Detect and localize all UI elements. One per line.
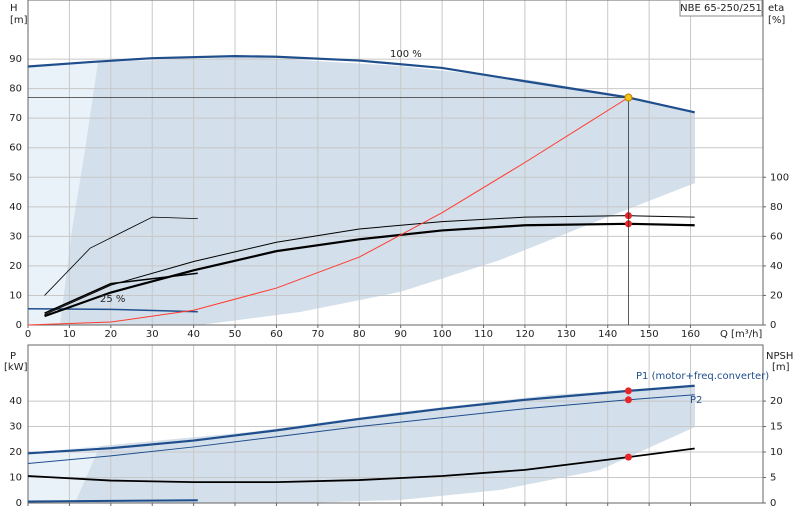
curve [27,384,695,455]
y2-unit: [m] [772,362,790,373]
x-tick-label: 140 [598,329,617,340]
model-name: NBE 65-250/251 [680,3,762,14]
y-tick-label: 80 [9,84,22,95]
x-tick-label: 30 [146,329,159,340]
y-tick-label: 70 [9,113,22,124]
x-tick-label: 20 [104,329,117,340]
curve [44,222,695,318]
x-tick-label: 160 [681,329,700,340]
curve [44,215,695,316]
curve [27,97,629,326]
x-tick-label: 100 [433,329,452,340]
y-tick-label: 0 [16,320,22,331]
curve [44,272,198,314]
x-tick-label: 50 [229,329,242,340]
curve [27,499,198,503]
x-tick-label: 70 [311,329,324,340]
model-box [679,0,763,17]
y-tick-label: 90 [9,54,22,65]
operating-range [28,57,695,503]
x-tick-label: 0 [25,329,31,340]
y-unit: [m] [10,15,28,26]
curve [27,55,695,114]
point [624,453,632,461]
x-tick-label: 120 [515,329,534,340]
curve-label: P1 (motor+freq.converter) [636,371,769,382]
y-tick-label: 50 [9,172,22,183]
y-tick-label: 20 [9,261,22,272]
y2-unit: [%] [768,15,785,26]
y-tick-label: 10 [9,473,22,484]
y2-tick-label: 20 [770,290,783,301]
y2-tick-label: 15 [770,422,783,433]
plot-frame [27,344,764,504]
x-tick-label: 130 [557,329,576,340]
point [624,387,632,395]
x-tick-label: 40 [187,329,200,340]
y2-tick-label: 0 [770,320,776,331]
y-unit: [kW] [4,362,28,373]
x-label: Q [m³/h] [720,329,762,340]
y2-tick-label: 60 [770,231,783,242]
x-tick-label: 110 [474,329,493,340]
y-tick-label: 30 [9,231,22,242]
x-tick-label: 60 [270,329,283,340]
x-tick-label: 90 [394,329,407,340]
y2-tick-label: 0 [770,498,776,509]
y-tick-label: 20 [9,447,22,458]
y2-tick-label: 80 [770,202,783,213]
y-tick-label: 30 [9,422,22,433]
x-tick-label: 150 [640,329,659,340]
y2-label: eta [768,3,784,14]
curve-label: 100 % [390,49,422,60]
point [624,93,633,102]
curve-label: 25 % [100,294,125,305]
x-tick-label: 10 [63,329,76,340]
x-tick-label: 80 [353,329,366,340]
y2-tick-label: 5 [770,473,776,484]
y2-label: NPSH [766,351,793,362]
point [624,396,632,404]
y2-tick-label: 10 [770,447,783,458]
curve [44,216,198,296]
y2-tick-label: 100 [770,172,789,183]
y-label: H [10,3,18,14]
y-tick-label: 40 [9,202,22,213]
curve-label: P2 [690,395,702,406]
y2-tick-label: 40 [770,261,783,272]
y2-tick-label: 20 [770,396,783,407]
y-tick-label: 10 [9,290,22,301]
curve [27,447,695,484]
plot-frame [27,0,764,326]
y-tick-label: 40 [9,396,22,407]
y-label: P [10,351,16,362]
curve [27,394,695,464]
y-tick-label: 60 [9,143,22,154]
y-tick-label: 0 [16,498,22,509]
